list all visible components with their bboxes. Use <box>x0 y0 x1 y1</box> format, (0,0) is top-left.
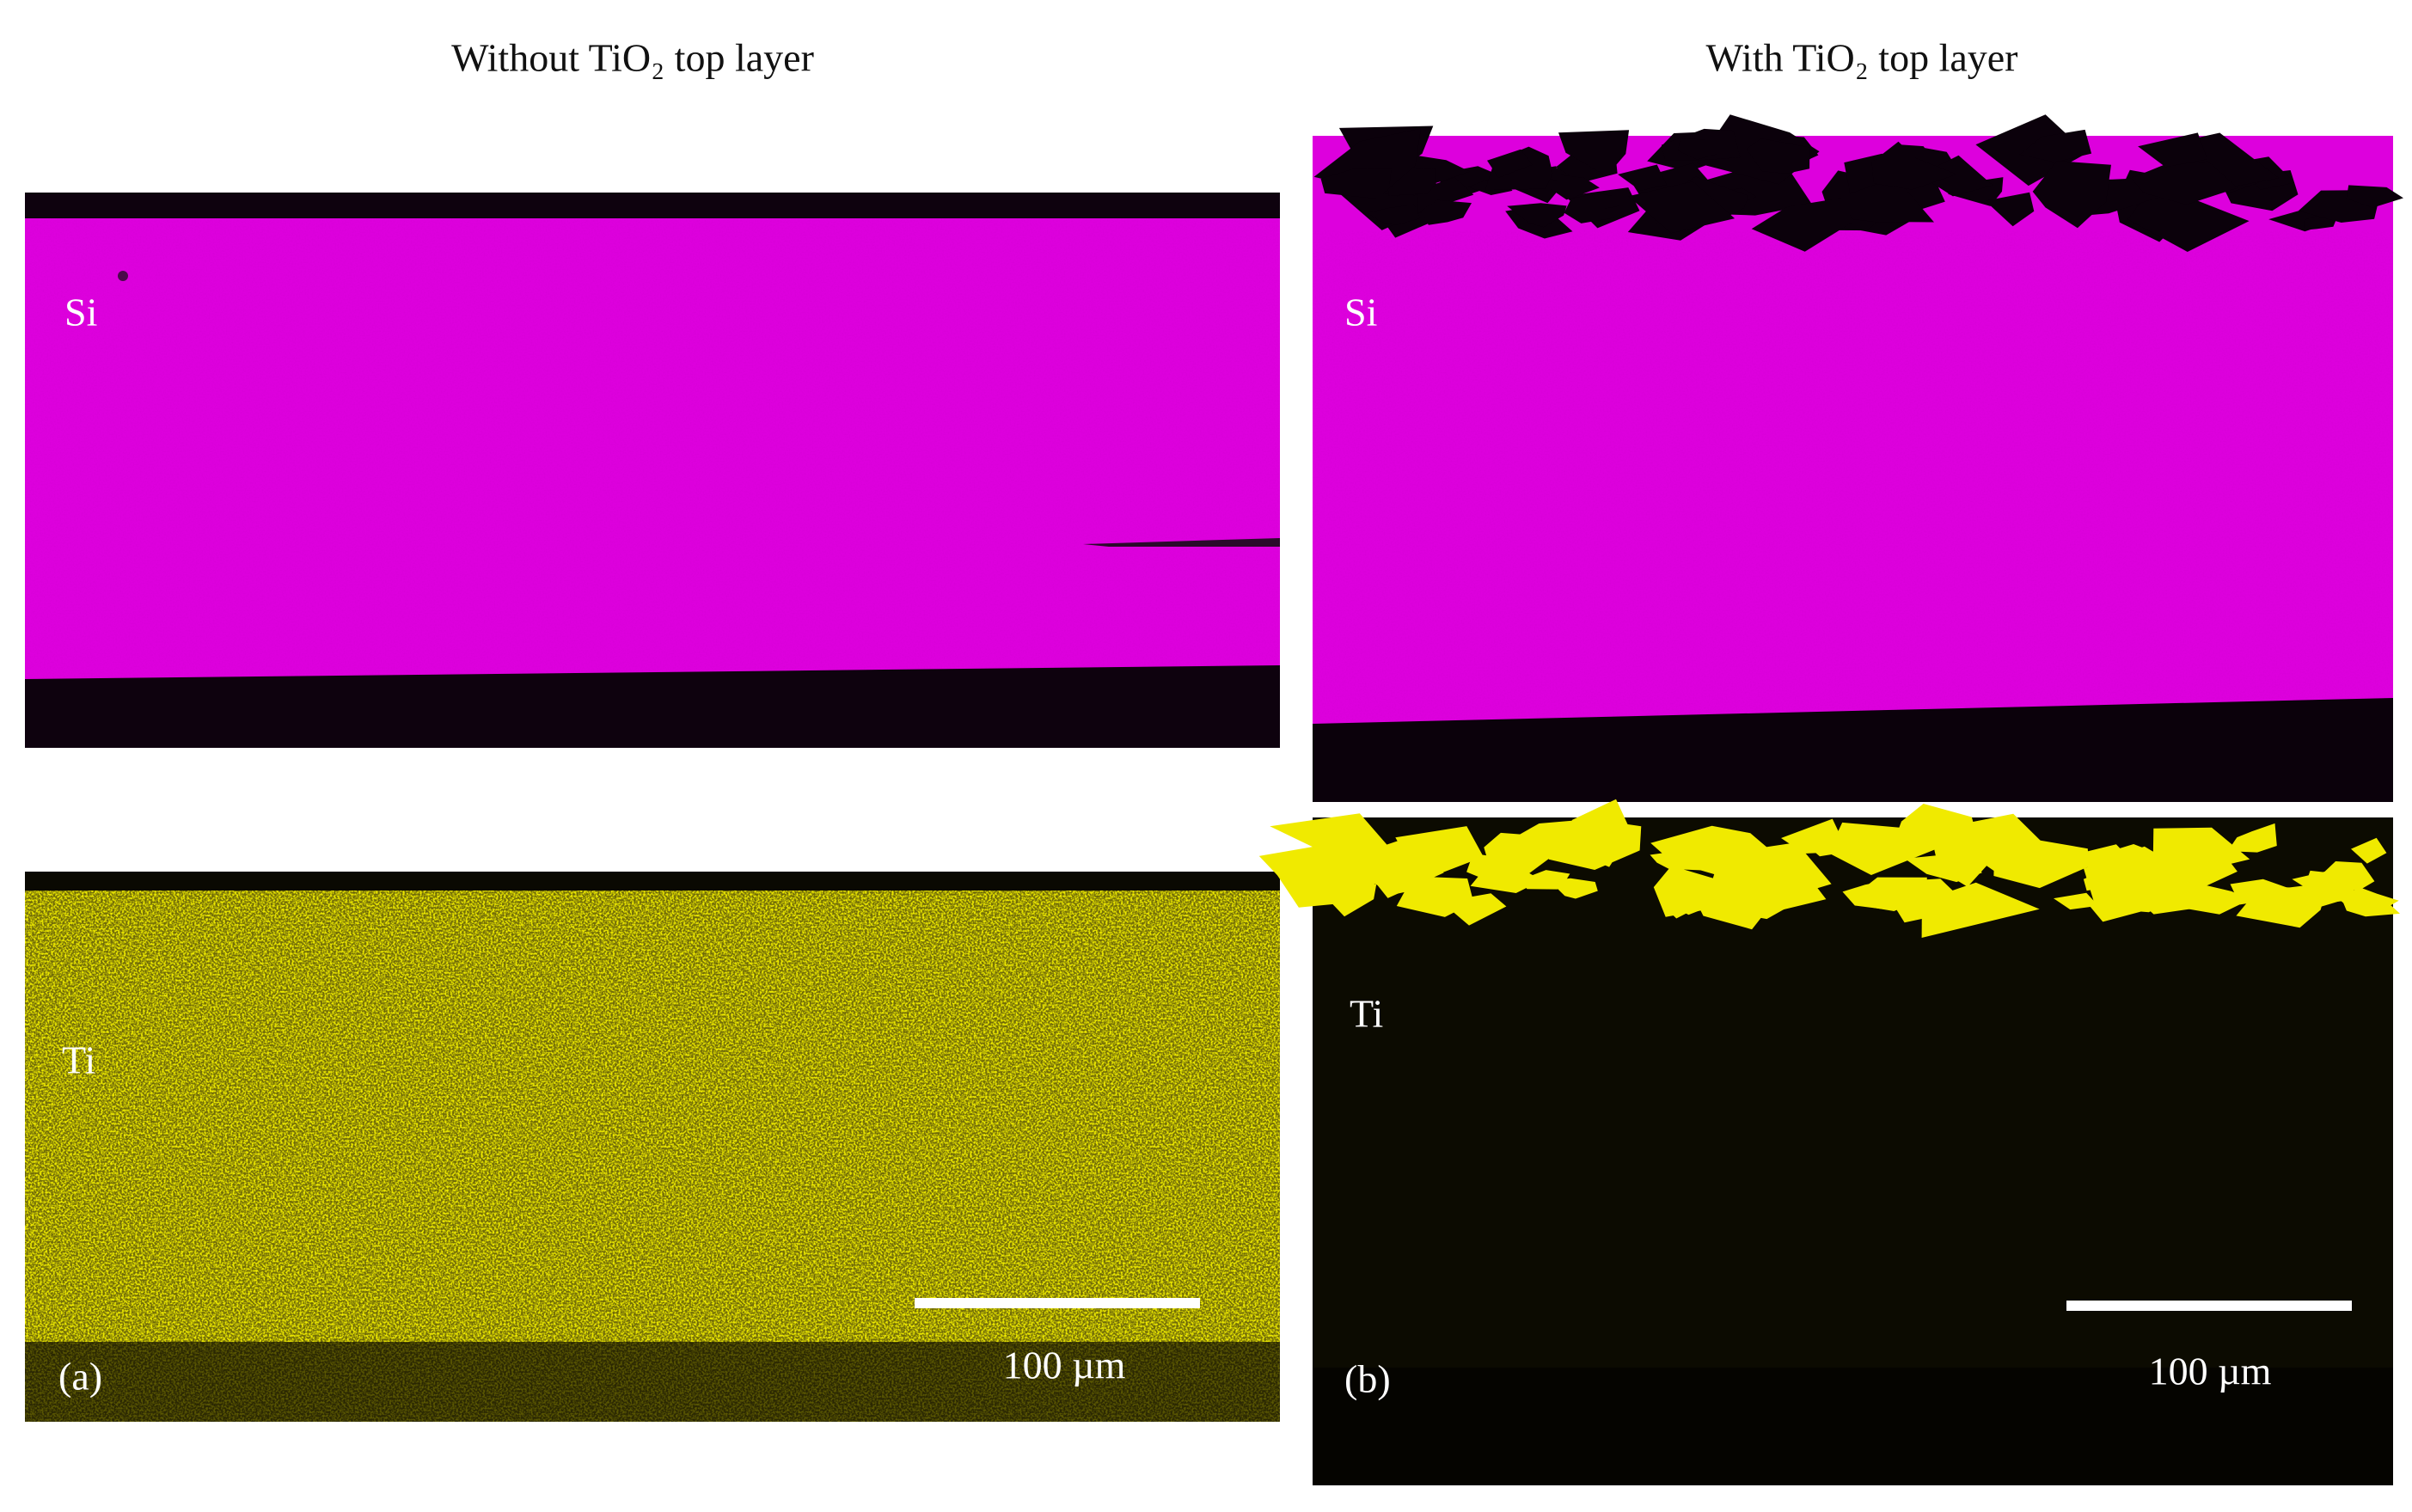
crystal <box>1367 204 1420 225</box>
crystal <box>1842 879 1890 909</box>
crystal <box>2346 185 2403 208</box>
crystal <box>1751 198 1854 252</box>
element-label: Ti <box>1350 992 1383 1036</box>
crystal <box>1721 887 1785 920</box>
ti-map <box>1258 799 2400 1485</box>
crystal <box>1628 181 1736 234</box>
crystal <box>1479 861 1522 891</box>
crystal <box>1550 174 1600 200</box>
crystal <box>1618 164 1667 191</box>
element-label: Si <box>1344 291 1377 334</box>
crystal <box>2084 846 2198 913</box>
crystal <box>1677 138 1719 160</box>
crystal <box>1507 203 1567 228</box>
panel-caption: Without TiO₂ top layer <box>451 36 814 80</box>
crystal <box>1520 870 1570 890</box>
scale-bar <box>2066 1301 2352 1311</box>
crystal <box>2341 896 2400 917</box>
crystal <box>2311 861 2375 891</box>
scale-bar-label: 100 µm <box>1003 1344 1126 1387</box>
si-map <box>1313 114 2403 802</box>
scale-bar <box>915 1298 1200 1308</box>
crystal <box>1919 155 1993 197</box>
crystal <box>2351 837 2387 864</box>
crystal <box>1558 130 1630 176</box>
crystal <box>2227 823 2277 853</box>
crystal <box>2032 161 2111 229</box>
element-label: Ti <box>62 1038 95 1082</box>
crystal <box>1871 141 1957 190</box>
crystal <box>1564 194 1615 223</box>
crystal <box>2138 132 2207 168</box>
crystal <box>2054 892 2099 910</box>
panel-caption: With TiO₂ top layer <box>1705 36 2017 80</box>
crystal <box>1487 149 1533 178</box>
crystal <box>2230 878 2306 905</box>
scale-bar-label: 100 µm <box>2149 1350 2272 1393</box>
crystal <box>1320 168 1392 199</box>
crystal <box>1325 826 1394 857</box>
crystal <box>2310 891 2348 909</box>
crystal <box>1650 825 1776 880</box>
crystal <box>2127 194 2250 252</box>
crystal <box>1746 138 1810 174</box>
panel-label: (a) <box>58 1355 102 1399</box>
element-label: Si <box>64 291 97 334</box>
crystal <box>1441 893 1507 926</box>
crystal <box>1934 829 1996 887</box>
crystal <box>1420 199 1472 225</box>
si-map <box>25 193 1280 748</box>
crystal <box>1722 868 1772 888</box>
crystal <box>1797 828 1866 857</box>
crystal <box>2019 129 2092 162</box>
crystal <box>1879 878 1972 923</box>
crystal <box>1258 846 1366 888</box>
crystal <box>2131 161 2238 205</box>
crystal <box>1653 866 1744 917</box>
panel-label: (b) <box>1344 1357 1391 1401</box>
crystal <box>1985 192 2035 227</box>
ti-map <box>25 872 1280 1422</box>
crystal <box>1554 799 1631 867</box>
